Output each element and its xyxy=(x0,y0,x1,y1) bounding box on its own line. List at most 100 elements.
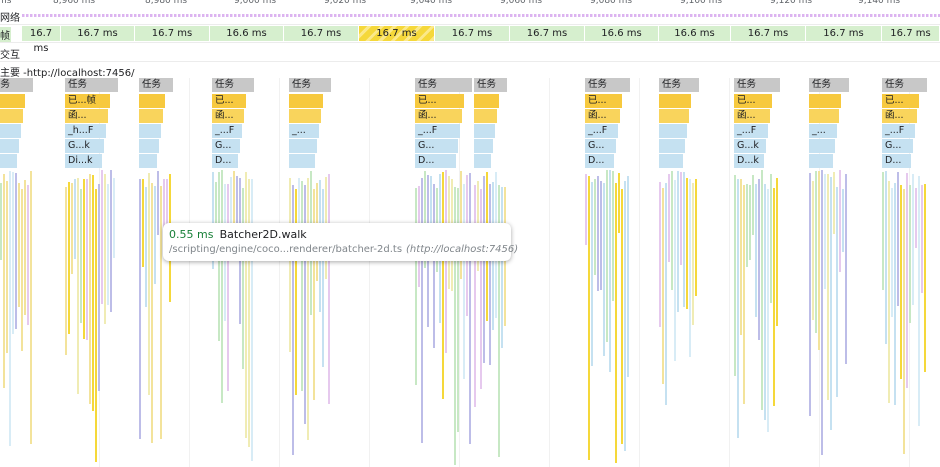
call-stack-slice[interactable] xyxy=(68,182,70,334)
call-stack-slice[interactable] xyxy=(761,170,763,410)
call-stack-slice[interactable] xyxy=(145,187,147,307)
frame[interactable]: 16.7 ms xyxy=(510,26,585,41)
call-stack-slice[interactable] xyxy=(74,179,76,259)
call-frame-bar[interactable]: 已... xyxy=(415,94,464,108)
call-frame-bar[interactable] xyxy=(289,94,323,108)
call-frame-bar[interactable] xyxy=(809,94,841,108)
call-stack-slice[interactable] xyxy=(830,177,832,430)
call-stack-slice[interactable] xyxy=(734,175,736,376)
task-block[interactable]: 任务 已... 函... _...F G...k D...k xyxy=(734,78,780,467)
call-stack-slice[interactable] xyxy=(480,189,482,389)
call-stack-slice[interactable] xyxy=(749,185,751,260)
call-frame-bar[interactable] xyxy=(474,139,493,153)
call-stack-slice[interactable] xyxy=(845,174,847,364)
call-stack-slice[interactable] xyxy=(3,174,5,388)
call-stack-slice[interactable] xyxy=(665,183,667,405)
call-frame-bar[interactable] xyxy=(809,109,839,123)
call-stack-slice[interactable] xyxy=(295,189,297,395)
call-frame-bar[interactable]: _... xyxy=(809,124,837,138)
call-stack-slice[interactable] xyxy=(585,174,587,245)
call-frame-bar[interactable]: _... xyxy=(289,124,319,138)
task-block[interactable]: 任务 xyxy=(139,78,173,467)
call-stack-slice[interactable] xyxy=(918,176,920,426)
call-stack-slice[interactable] xyxy=(289,178,291,352)
call-stack-slice[interactable] xyxy=(674,180,676,361)
call-frame-bar[interactable]: G...k xyxy=(65,139,104,153)
call-stack-slice[interactable] xyxy=(92,175,94,411)
call-frame-bar[interactable]: 已...帧 xyxy=(65,94,110,108)
call-stack-slice[interactable] xyxy=(221,170,223,403)
call-stack-slice[interactable] xyxy=(683,172,685,307)
interactions-track-label[interactable]: 交互 xyxy=(0,50,20,61)
call-stack-slice[interactable] xyxy=(430,176,432,242)
call-stack-slice[interactable] xyxy=(597,176,599,291)
call-frame-bar[interactable] xyxy=(0,94,25,108)
task-bar[interactable]: 任务 xyxy=(139,78,173,92)
call-stack-slice[interactable] xyxy=(600,181,602,290)
call-stack-slice[interactable] xyxy=(924,184,926,372)
call-stack-slice[interactable] xyxy=(154,186,156,284)
call-stack-slice[interactable] xyxy=(818,171,820,350)
call-stack-slice[interactable] xyxy=(603,183,605,356)
call-stack-slice[interactable] xyxy=(104,174,106,324)
call-stack-slice[interactable] xyxy=(27,185,29,325)
call-frame-bar[interactable] xyxy=(474,124,495,138)
call-frame-bar[interactable] xyxy=(139,154,157,168)
network-track[interactable] xyxy=(22,14,940,17)
call-frame-bar[interactable]: _...F xyxy=(585,124,618,138)
call-stack-slice[interactable] xyxy=(885,171,887,344)
call-stack-slice[interactable] xyxy=(248,179,250,447)
call-stack-slice[interactable] xyxy=(298,178,300,255)
call-stack-slice[interactable] xyxy=(457,188,459,432)
call-stack-slice[interactable] xyxy=(469,173,471,444)
call-stack-slice[interactable] xyxy=(292,185,294,455)
call-frame-bar[interactable] xyxy=(809,154,833,168)
call-frame-bar[interactable] xyxy=(139,139,159,153)
call-frame-bar[interactable]: 已... xyxy=(585,94,622,108)
call-stack-slice[interactable] xyxy=(776,178,778,326)
call-stack-slice[interactable] xyxy=(612,171,614,301)
task-block[interactable]: 任务 已...帧 函... _h...F G...k Di...k xyxy=(65,78,118,467)
call-stack-slice[interactable] xyxy=(107,184,109,305)
call-stack-slice[interactable] xyxy=(113,178,115,258)
call-stack-slice[interactable] xyxy=(166,179,168,253)
call-frame-bar[interactable] xyxy=(0,109,23,123)
call-stack-slice[interactable] xyxy=(501,187,503,348)
call-stack-slice[interactable] xyxy=(89,174,91,404)
call-stack-slice[interactable] xyxy=(842,189,844,252)
call-stack-slice[interactable] xyxy=(897,172,899,306)
network-track-label[interactable]: 网络 xyxy=(0,13,20,24)
call-frame-bar[interactable]: _...F xyxy=(734,124,768,138)
call-stack-slice[interactable] xyxy=(71,183,73,274)
call-frame-bar[interactable]: G... xyxy=(415,139,458,153)
call-stack-slice[interactable] xyxy=(212,172,214,269)
call-stack-slice[interactable] xyxy=(227,184,229,391)
call-stack-slice[interactable] xyxy=(882,172,884,290)
call-frame-bar[interactable] xyxy=(809,139,835,153)
call-frame-bar[interactable]: G...k xyxy=(734,139,766,153)
call-frame-bar[interactable] xyxy=(0,124,21,138)
call-stack-slice[interactable] xyxy=(83,179,85,339)
frame[interactable]: 16.7 ms xyxy=(22,26,61,54)
call-stack-slice[interactable] xyxy=(463,184,465,379)
call-frame-bar[interactable]: D... xyxy=(882,154,911,168)
call-stack-slice[interactable] xyxy=(98,184,100,391)
call-frame-bar[interactable] xyxy=(0,139,19,153)
call-stack-slice[interactable] xyxy=(764,184,766,420)
call-stack-slice[interactable] xyxy=(433,184,435,348)
call-stack-slice[interactable] xyxy=(18,183,20,307)
call-stack-slice[interactable] xyxy=(912,174,914,305)
frame[interactable]: 16.7 ms xyxy=(806,26,882,41)
call-stack-slice[interactable] xyxy=(915,188,917,248)
call-stack-slice[interactable] xyxy=(737,179,739,438)
call-stack-slice[interactable] xyxy=(489,184,491,365)
task-bar[interactable]: 任务 xyxy=(65,78,118,92)
call-frame-bar[interactable]: 函... xyxy=(882,109,917,123)
call-stack-slice[interactable] xyxy=(900,185,902,379)
call-frame-bar[interactable] xyxy=(659,124,687,138)
call-stack-slice[interactable] xyxy=(9,171,11,446)
main-thread-track-label[interactable]: 主要 -http://localhost:7456/ xyxy=(0,68,135,79)
call-stack-slice[interactable] xyxy=(242,188,244,369)
frame[interactable]: 16.7 ms xyxy=(882,26,940,41)
task-block[interactable]: 任务 已... 函... _...F G... D... xyxy=(585,78,630,467)
